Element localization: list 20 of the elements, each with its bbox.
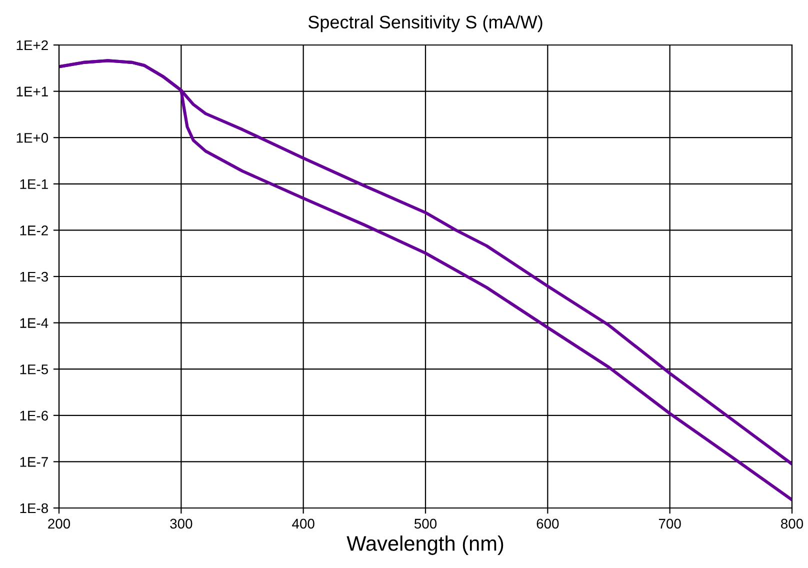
y-tick-label: 1E-8 xyxy=(20,503,48,514)
y-tick-label: 1E-5 xyxy=(20,364,48,374)
x-tick-label: 300 xyxy=(170,518,192,529)
y-tick-label: 1E-3 xyxy=(20,272,48,282)
x-tick-label: 800 xyxy=(781,518,804,529)
y-tick-label: 1E+2 xyxy=(16,40,48,50)
y-tick-label: 1E-4 xyxy=(20,318,48,328)
x-tick-label: 400 xyxy=(292,518,314,529)
y-tick-label: 1E-1 xyxy=(20,179,48,189)
y-tick-label: 1E-6 xyxy=(20,410,48,421)
chart-title: Spectral Sensitivity S (mA/W) xyxy=(308,15,542,32)
x-tick-label: 700 xyxy=(658,518,681,529)
y-tick-label: 1E+1 xyxy=(16,86,48,96)
x-axis-title: Wavelength (nm) xyxy=(346,536,504,555)
x-tick-label: 600 xyxy=(536,518,559,529)
y-tick-label: 1E+0 xyxy=(16,132,48,143)
x-tick-label: 200 xyxy=(48,518,70,529)
y-tick-label: 1E-7 xyxy=(20,457,48,467)
y-tick-label: 1E-2 xyxy=(20,226,48,236)
x-tick-label: 500 xyxy=(414,518,437,529)
